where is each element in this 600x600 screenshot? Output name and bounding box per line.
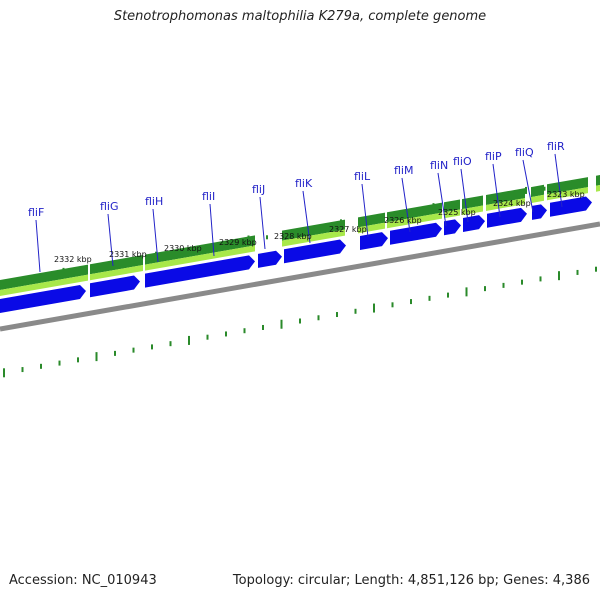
ruler-label: 2324 kbp (493, 199, 531, 208)
gene-label: fliI (202, 190, 215, 203)
leader-line (152, 208, 159, 263)
gene-box-highlight (547, 187, 588, 201)
gene-box (0, 264, 88, 290)
gene-label: fliF (28, 206, 44, 219)
leader-line (554, 153, 563, 208)
gene-label-layer: fliF fliG fliH fliI fliJ fliK fliL fliM fliN fliO… (28, 140, 565, 219)
gene-box (462, 195, 483, 210)
gene-box-highlight (90, 264, 143, 281)
genome-summary-text: Topology: circular; Length: 4,851,126 bp… (232, 573, 590, 588)
cds-arrow (258, 250, 282, 268)
leader-line (492, 163, 501, 218)
gene-label: fliG (100, 200, 119, 213)
gene-box-highlight (358, 222, 385, 234)
ruler-label: 2331 kbp (109, 250, 147, 259)
leader-line (401, 177, 411, 233)
gene-label: fliO (453, 155, 472, 168)
gene-label: fliP (485, 150, 502, 163)
gene-box-highlight (596, 185, 600, 192)
leader-line (209, 203, 215, 257)
cds-arrow (284, 239, 346, 264)
cds-arrow (0, 285, 86, 313)
leader-line (361, 183, 369, 238)
gene-track (0, 175, 600, 296)
gene-box-highlight (531, 194, 544, 204)
leader-line (35, 219, 41, 273)
leader-line (522, 159, 534, 213)
gene-box (387, 202, 442, 223)
cds-arrow (360, 232, 388, 250)
cds-arrow (463, 215, 485, 232)
ruler-label: 2330 kbp (164, 244, 202, 253)
leader-line (460, 168, 469, 223)
cds-arrow (444, 219, 461, 236)
inner-tick-ring (3, 266, 597, 378)
ruler-label-layer: 2332 kbp 2331 kbp 2330 kbp 2329 kbp 2328 kbp… (54, 190, 585, 264)
accession-text: Accession: NC_010943 (9, 573, 157, 588)
gene-label: fliN (430, 159, 448, 172)
gene-box-highlight (387, 212, 442, 229)
map-title: Stenotrophomonas maltophilia K279a, comp… (113, 9, 487, 24)
gene-label: fliQ (515, 146, 534, 159)
gene-box-highlight (486, 198, 525, 211)
gene-box (90, 254, 143, 275)
leader-line (259, 196, 266, 250)
ruler-label: 2326 kbp (384, 216, 422, 225)
ruler-label: 2332 kbp (54, 255, 92, 264)
cds-track (0, 196, 592, 313)
gene-label: fliK (295, 177, 313, 190)
gene-label: fliM (394, 164, 413, 177)
gene-box-highlight (145, 245, 255, 271)
gene-box-highlight (444, 209, 460, 219)
cds-arrow (390, 222, 442, 245)
gene-box (486, 188, 525, 205)
gene-box (145, 235, 255, 265)
ruler-label: 2329 kbp (219, 238, 257, 247)
cds-arrow (532, 204, 547, 220)
gene-box (596, 175, 600, 186)
gene-label: fliR (547, 140, 565, 153)
cds-arrow (145, 255, 255, 288)
ruler-label: 2325 kbp (438, 208, 476, 217)
ruler-label: 2328 kbp (274, 232, 312, 241)
gene-label: fliL (354, 170, 371, 183)
gene-box (547, 177, 588, 195)
gene-box (282, 219, 345, 241)
ruler-label: 2327 kbp (329, 225, 367, 234)
label-leader-lines (35, 153, 563, 273)
leader-line (437, 172, 447, 227)
gene-box (531, 184, 544, 198)
gene-box (358, 212, 385, 228)
cds-arrow (90, 275, 140, 298)
gene-label: fliH (145, 195, 163, 208)
gene-box-highlight (282, 229, 345, 247)
backbone-line (0, 221, 600, 332)
leader-line (302, 190, 311, 244)
gene-label: fliJ (252, 183, 265, 196)
cds-arrow (487, 207, 527, 228)
ruler-label: 2323 kbp (547, 190, 585, 199)
backbone-arc (0, 221, 600, 332)
gene-box (444, 199, 460, 213)
cds-arrow (550, 196, 592, 217)
gene-box-highlight (0, 274, 88, 296)
leader-line (107, 213, 114, 267)
